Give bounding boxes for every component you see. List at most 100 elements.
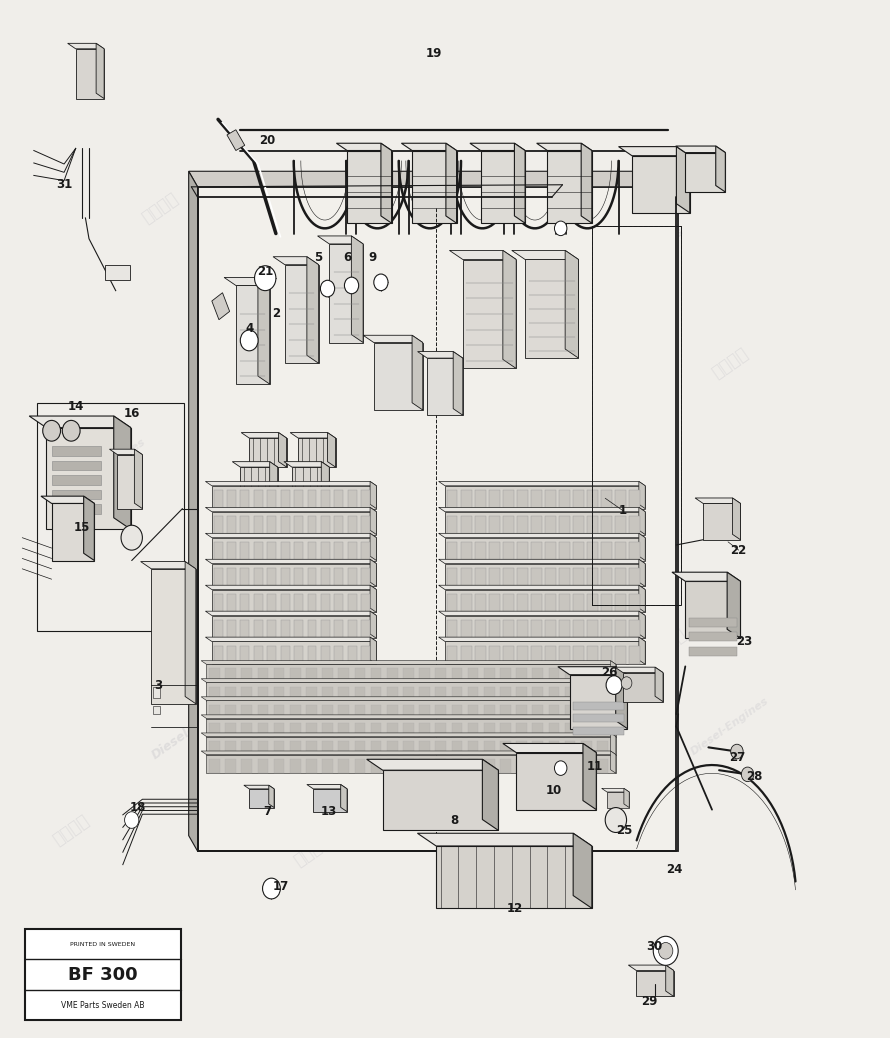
Polygon shape bbox=[206, 755, 616, 773]
Polygon shape bbox=[611, 661, 616, 683]
Bar bbox=[354, 668, 365, 683]
Bar bbox=[306, 759, 317, 773]
Bar bbox=[290, 668, 301, 683]
Bar bbox=[592, 226, 681, 605]
Bar bbox=[517, 516, 528, 535]
Circle shape bbox=[554, 761, 567, 775]
Polygon shape bbox=[628, 965, 674, 971]
Bar bbox=[461, 646, 472, 664]
Text: 紫发动力: 紫发动力 bbox=[646, 625, 689, 662]
Bar bbox=[254, 542, 263, 561]
Polygon shape bbox=[470, 143, 525, 151]
Bar bbox=[361, 646, 370, 664]
Bar bbox=[280, 542, 289, 561]
Polygon shape bbox=[611, 752, 616, 773]
Polygon shape bbox=[212, 641, 376, 664]
Bar bbox=[227, 542, 236, 561]
Bar bbox=[503, 542, 514, 561]
Bar bbox=[435, 705, 446, 719]
Bar bbox=[419, 686, 430, 701]
Polygon shape bbox=[439, 637, 645, 641]
Polygon shape bbox=[212, 538, 376, 561]
Bar bbox=[461, 542, 472, 561]
Polygon shape bbox=[321, 462, 329, 496]
Bar bbox=[280, 490, 289, 509]
Bar bbox=[294, 646, 303, 664]
Bar bbox=[461, 620, 472, 638]
Bar bbox=[531, 490, 542, 509]
Circle shape bbox=[240, 330, 258, 351]
Bar bbox=[267, 620, 276, 638]
Polygon shape bbox=[512, 250, 578, 260]
Bar bbox=[361, 620, 370, 638]
Bar bbox=[321, 516, 330, 535]
Polygon shape bbox=[269, 786, 274, 808]
Polygon shape bbox=[639, 482, 645, 509]
Bar bbox=[468, 741, 479, 756]
Polygon shape bbox=[439, 611, 645, 616]
Bar bbox=[587, 594, 598, 612]
Bar bbox=[294, 568, 303, 586]
Bar bbox=[294, 516, 303, 535]
Polygon shape bbox=[206, 508, 376, 512]
Polygon shape bbox=[212, 616, 376, 638]
Polygon shape bbox=[284, 462, 329, 467]
Text: 11: 11 bbox=[587, 760, 603, 772]
Text: 9: 9 bbox=[368, 251, 376, 264]
Polygon shape bbox=[639, 559, 645, 586]
Polygon shape bbox=[189, 171, 198, 851]
Bar bbox=[548, 759, 559, 773]
Circle shape bbox=[659, 943, 673, 959]
Bar bbox=[274, 668, 285, 683]
Bar bbox=[461, 568, 472, 586]
Bar bbox=[308, 542, 317, 561]
Text: 8: 8 bbox=[449, 814, 458, 826]
Polygon shape bbox=[703, 503, 740, 540]
Bar bbox=[403, 668, 414, 683]
Polygon shape bbox=[685, 581, 740, 638]
Bar bbox=[338, 686, 349, 701]
Polygon shape bbox=[249, 438, 287, 467]
Bar bbox=[573, 568, 584, 586]
Polygon shape bbox=[676, 146, 725, 153]
Polygon shape bbox=[639, 508, 645, 535]
Polygon shape bbox=[347, 151, 392, 223]
Polygon shape bbox=[427, 358, 463, 415]
Bar bbox=[500, 741, 511, 756]
Bar bbox=[225, 759, 236, 773]
Bar bbox=[517, 620, 528, 638]
Text: 紫发动力: 紫发动力 bbox=[139, 189, 182, 226]
Bar bbox=[348, 594, 357, 612]
Bar bbox=[274, 722, 285, 737]
Bar bbox=[475, 542, 486, 561]
Bar bbox=[532, 741, 543, 756]
Bar bbox=[267, 490, 276, 509]
Bar bbox=[573, 516, 584, 535]
Bar bbox=[209, 741, 220, 756]
Bar bbox=[500, 759, 511, 773]
Bar bbox=[322, 741, 333, 756]
Polygon shape bbox=[279, 433, 287, 467]
Bar bbox=[587, 516, 598, 535]
Polygon shape bbox=[445, 616, 645, 638]
Polygon shape bbox=[68, 44, 104, 49]
Bar bbox=[290, 686, 301, 701]
Text: 16: 16 bbox=[124, 407, 140, 419]
Bar bbox=[435, 741, 446, 756]
Polygon shape bbox=[417, 352, 463, 358]
Text: 12: 12 bbox=[506, 902, 522, 914]
Bar bbox=[209, 759, 220, 773]
Polygon shape bbox=[445, 590, 645, 612]
Polygon shape bbox=[198, 187, 678, 851]
Bar bbox=[516, 705, 527, 719]
Polygon shape bbox=[639, 637, 645, 664]
Bar bbox=[294, 542, 303, 561]
Bar bbox=[306, 668, 317, 683]
Bar bbox=[629, 490, 640, 509]
Circle shape bbox=[125, 812, 139, 828]
Polygon shape bbox=[313, 789, 347, 812]
Bar bbox=[419, 759, 430, 773]
Bar bbox=[308, 568, 317, 586]
Bar bbox=[214, 568, 222, 586]
Bar bbox=[308, 620, 317, 638]
